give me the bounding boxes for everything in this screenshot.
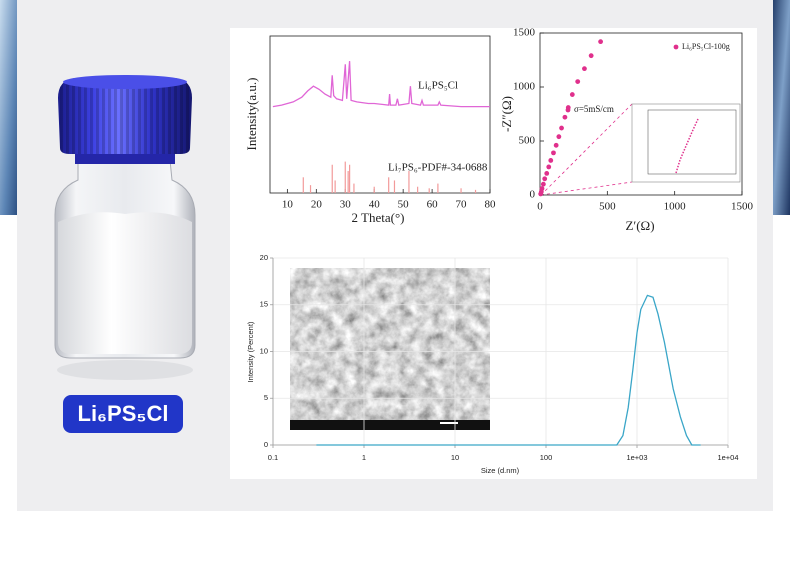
data-point — [553, 142, 559, 148]
data-point — [562, 114, 568, 120]
x-tick-label: 50 — [398, 199, 410, 211]
chart: 10 20 30 40 50 60 70 80 2 Theta(°) Intensity(a.u.… — [244, 35, 497, 225]
x-tick-label: 1e+04 — [717, 453, 738, 462]
x-tick-label: 70 — [456, 199, 468, 211]
x-tick-label: 1 — [362, 453, 366, 462]
product-label: Li₆PS₅Cl — [78, 401, 169, 426]
x-tick-label: 10 — [451, 453, 459, 462]
edge-photo — [0, 0, 18, 215]
y-axis-label: Intensity(a.u.) — [244, 78, 259, 151]
chart: 0 500 1000 1500 0 500 1000 1500 Z′(Ω) -Z″(Ω) Li₆PS… — [499, 27, 754, 233]
x-tick-label: 1000 — [664, 201, 687, 213]
bottle — [54, 75, 196, 380]
y-tick-label: 1000 — [513, 81, 536, 93]
annotation-marker — [565, 107, 571, 113]
data-point — [575, 79, 581, 84]
x-tick-label: 40 — [369, 199, 381, 211]
data-point — [542, 176, 548, 182]
data-point — [556, 134, 562, 140]
x-tick-label: 500 — [599, 201, 616, 213]
legend-label: Li₆PS₅Cl-100g — [682, 42, 730, 51]
data-line — [316, 294, 701, 446]
x-tick-label: 0.1 — [268, 453, 278, 462]
data-point — [548, 158, 554, 163]
x-axis-label: 2 Theta(°) — [352, 210, 405, 225]
x-axis-label: Z′(Ω) — [625, 218, 654, 233]
data-line — [272, 61, 490, 108]
y-tick-label: 20 — [260, 253, 268, 262]
reference-name: Li₇PS₆-PDF#-34-0688 — [388, 162, 488, 174]
y-tick-label: 0 — [530, 189, 536, 201]
y-tick-label: 10 — [260, 346, 268, 355]
data-point — [551, 150, 556, 156]
data-point — [544, 171, 550, 176]
product-badge — [63, 395, 183, 433]
data-point — [588, 53, 594, 59]
y-tick-label: 1500 — [513, 27, 536, 39]
data-point — [569, 92, 575, 97]
data-point — [582, 66, 587, 72]
x-tick-label: 80 — [485, 199, 497, 211]
y-axis-label: -Z″(Ω) — [499, 96, 514, 132]
x-tick-label: 1e+03 — [626, 453, 647, 462]
inset — [540, 103, 741, 196]
plot-frame — [539, 32, 743, 196]
y-tick-label: 500 — [519, 135, 536, 147]
y-tick-label: 15 — [260, 300, 268, 309]
edge-photo — [772, 0, 790, 215]
y-axis-label: Intensity (Percent) — [246, 321, 255, 382]
series-name: Li₆PS₅Cl — [418, 80, 458, 92]
chart: 0.1 1 10 100 1e+03 1e+04 0 5 10 15 20 Size (d.nm) In… — [246, 253, 739, 475]
x-tick-label: 60 — [427, 199, 439, 211]
annotation: σ=5mS/cm — [574, 104, 614, 114]
sem-image — [290, 268, 490, 430]
data-point — [598, 39, 603, 45]
x-tick-label: 30 — [340, 199, 352, 211]
y-tick-label: 0 — [264, 440, 268, 449]
x-tick-label: 10 — [282, 199, 294, 211]
data-point — [559, 125, 564, 131]
plot-frame — [269, 35, 491, 194]
x-tick-label: 100 — [540, 453, 553, 462]
x-axis-label: Size (d.nm) — [481, 466, 520, 475]
y-tick-label: 5 — [264, 393, 268, 402]
x-tick-label: 1500 — [731, 201, 754, 213]
data-point — [546, 164, 552, 170]
x-tick-label: 20 — [311, 199, 323, 211]
data-point — [539, 186, 545, 191]
data-point — [540, 181, 546, 187]
x-tick-label: 0 — [537, 201, 543, 213]
legend-marker — [673, 44, 679, 50]
